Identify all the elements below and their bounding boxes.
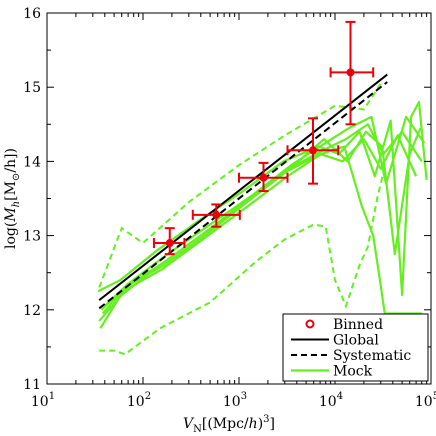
- x-axis-label-part: 3: [263, 414, 269, 425]
- x-axis-label-part: ): [258, 416, 263, 432]
- binned-marker: [346, 68, 355, 77]
- axes: 101 102 103 104 105111213141516VN[(Mpc/h)3]l…: [3, 6, 436, 435]
- x-tick-exponent: 1: [49, 391, 55, 402]
- y-tick-label: 15: [23, 80, 41, 96]
- binned-marker: [309, 146, 318, 155]
- x-tick-label: 105: [415, 391, 436, 410]
- global-fit-line: [98, 73, 388, 301]
- x-tick-label: 103: [223, 391, 247, 410]
- y-tick-label: 12: [23, 303, 41, 319]
- x-axis-label-part: h: [249, 416, 258, 432]
- legend-marker-binned: [305, 319, 315, 329]
- binned-point-5: [329, 20, 375, 126]
- mock-band-lower: [99, 172, 385, 356]
- x-tick-exponent: 4: [337, 391, 343, 402]
- binned-point-1: [152, 227, 186, 256]
- y-axis-label: log(Mh[M⊙/h]): [3, 148, 22, 249]
- x-tick-base: 10: [223, 394, 241, 410]
- x-tick-exponent: 3: [241, 391, 247, 402]
- x-axis-label-part: N: [193, 424, 202, 435]
- x-tick-label: 102: [127, 391, 151, 410]
- x-tick-base: 10: [127, 394, 145, 410]
- binned-marker: [165, 239, 174, 248]
- x-tick-base: 10: [31, 394, 49, 410]
- x-tick-label: 104: [319, 391, 343, 410]
- y-axis-label-part: ⊙: [11, 173, 22, 181]
- binned-point-2: [191, 203, 241, 228]
- y-tick-label: 13: [23, 229, 41, 245]
- mock-line-2: [101, 123, 423, 315]
- y-tick-label: 16: [23, 6, 41, 22]
- x-axis-label-part: ]: [270, 416, 275, 432]
- binned-point-4: [286, 117, 340, 185]
- y-axis-label-part: h: [11, 201, 22, 207]
- legend-label-mock: Mock: [333, 364, 373, 380]
- legend-label-systematic: Systematic: [333, 348, 411, 364]
- legend-label-binned: Binned: [333, 317, 383, 333]
- x-tick-exponent: 5: [433, 391, 436, 402]
- y-tick-label: 11: [23, 377, 41, 393]
- legend-label-global: Global: [333, 333, 379, 349]
- x-axis-label: VN[(Mpc/h)3]: [183, 414, 275, 435]
- x-tick-base: 10: [319, 394, 337, 410]
- x-tick-exponent: 2: [145, 391, 151, 402]
- x-tick-base: 10: [415, 394, 433, 410]
- y-axis-label-part: /h]): [3, 148, 19, 173]
- binned-marker: [212, 210, 221, 219]
- y-axis-label-part: M: [3, 207, 19, 223]
- x-axis-label-part: [(Mpc/: [202, 416, 249, 432]
- x-tick-label: 101: [31, 391, 55, 410]
- mock-line-6: [100, 127, 422, 311]
- binned-point-3: [238, 161, 289, 193]
- plot-area: [97, 20, 428, 356]
- systematic-fit-line: [98, 81, 388, 310]
- binned-marker: [259, 173, 268, 182]
- x-axis-label-part: V: [183, 416, 195, 432]
- y-axis-label-part: log(: [3, 222, 19, 249]
- y-tick-label: 14: [23, 154, 41, 170]
- y-axis-label-part: [M: [3, 181, 19, 201]
